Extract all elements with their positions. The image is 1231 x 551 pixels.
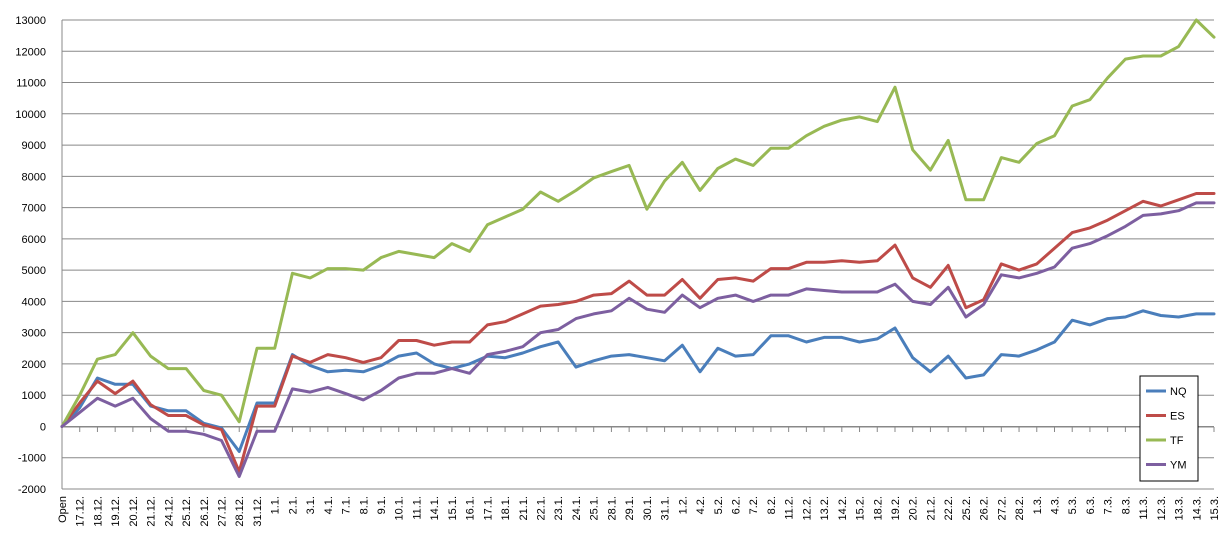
x-tick-label: 11.2. (784, 496, 796, 520)
x-tick-label: 26.12. (199, 496, 211, 527)
x-tick-label: 12.2. (801, 496, 813, 520)
x-tick-label: 9.1. (376, 496, 388, 514)
series-line-nq (60, 309, 1216, 453)
x-tick-label: 24.12. (163, 496, 175, 527)
x-tick-label: 11.3. (1138, 496, 1150, 520)
x-tick-label: 4.2. (695, 496, 707, 514)
x-tick-label: 22.2. (943, 496, 955, 520)
x-tick-label: 13.3. (1174, 496, 1186, 520)
x-tick-label: 28.2. (1014, 496, 1026, 520)
x-tick-label: 17.12. (75, 496, 87, 527)
x-tick-label: 20.2. (908, 496, 920, 520)
x-tick-label: 21.1. (518, 496, 530, 520)
x-tick-label: 25.1. (589, 496, 601, 520)
x-tick-label: 8.1. (358, 496, 370, 514)
x-tick-label: Open (57, 496, 69, 523)
x-tick-label: 27.12. (217, 496, 229, 527)
x-tick-label: 5.2. (713, 496, 725, 514)
y-tick-label: 11000 (16, 78, 46, 90)
grid-lines (62, 19, 1214, 490)
x-tick-label: 6.2. (730, 496, 742, 514)
x-tick-label: 12.3. (1156, 496, 1168, 520)
axes (61, 20, 1215, 489)
series-line-tf (60, 18, 1216, 428)
series-line-ym (60, 201, 1216, 478)
series-lines (60, 18, 1216, 478)
x-tick-label: 15.3. (1209, 496, 1221, 520)
x-tick-label: 2.1. (287, 496, 299, 514)
y-tick-label: 2000 (22, 359, 46, 371)
x-tick-label: 7.1. (341, 496, 353, 514)
series-line-es (60, 192, 1216, 474)
x-tick-label: 13.2. (819, 496, 831, 520)
legend-label-ym: YM (1170, 460, 1187, 472)
x-tick-label: 15.1. (447, 496, 459, 520)
x-tick-label: 26.2. (979, 496, 991, 520)
x-tick-label: 11.1. (411, 496, 423, 520)
legend-label-es: ES (1170, 411, 1185, 423)
y-tick-label: 6000 (22, 234, 46, 246)
x-tick-label: 21.12. (146, 496, 158, 527)
y-tick-label: 5000 (22, 265, 46, 277)
x-tick-label: 18.12. (92, 496, 104, 527)
x-tick-label: 18.1. (500, 496, 512, 520)
y-tick-label: 9000 (22, 140, 46, 152)
x-tick-label: 17.1. (482, 496, 494, 520)
y-tick-label: 10000 (15, 109, 46, 121)
x-tick-label: 8.3. (1120, 496, 1132, 514)
x-tick-label: 14.2. (837, 496, 849, 520)
x-tick-label: 4.1. (323, 496, 335, 514)
x-tick-label: 31.12. (252, 496, 264, 527)
x-tick-label: 23.1. (553, 496, 565, 520)
x-tick-label: 27.2. (996, 496, 1008, 520)
x-tick-label: 14.3. (1191, 496, 1203, 520)
y-tick-label: 7000 (22, 203, 46, 215)
x-tick-label: 19.12. (110, 496, 122, 527)
y-tick-label: 4000 (22, 296, 46, 308)
x-tick-label: 31.1. (660, 496, 672, 520)
legend-label-tf: TF (1170, 435, 1184, 447)
x-tick-label: 18.2. (872, 496, 884, 520)
x-tick-label: 28.1. (606, 496, 618, 520)
x-tick-label: 1.3. (1032, 496, 1044, 514)
x-tick-label: 29.1. (624, 496, 636, 520)
y-tick-label: 12000 (15, 46, 46, 58)
x-tick-label: 5.3. (1067, 496, 1079, 514)
x-tick-label: 1.2. (677, 496, 689, 514)
x-tick-label: 30.1. (642, 496, 654, 520)
x-tick-label: 25.2. (961, 496, 973, 520)
y-tick-label: -2000 (18, 484, 46, 496)
y-tick-labels: -2000 -1000 0 1000 2000 3000 4000 5000 6000 7000 8… (15, 15, 46, 496)
x-tick-label: 16.1. (465, 496, 477, 520)
x-tick-label: 22.1. (536, 496, 548, 520)
x-tick-label: 24.1. (571, 496, 583, 520)
x-tick-labels: Open 17.12. 18.12. 19.12. 20.12. 21.12. 24.12.… (57, 496, 1221, 527)
y-tick-label: 13000 (15, 15, 46, 27)
x-tick-label: 25.12. (181, 496, 193, 527)
legend: NQ ES TF YM (1139, 375, 1199, 482)
x-tick-label: 1.1. (270, 496, 282, 514)
x-tick-label: 15.2. (855, 496, 867, 520)
x-tick-label: 3.1. (305, 496, 317, 514)
legend-label-nq: NQ (1170, 386, 1187, 398)
y-tick-label: -1000 (18, 453, 46, 465)
x-tick-label: 21.2. (925, 496, 937, 520)
x-tick-label: 8.2. (766, 496, 778, 514)
x-tick-label: 14.1. (429, 496, 441, 520)
y-tick-label: 3000 (22, 328, 46, 340)
x-tick-label: 7.3. (1103, 496, 1115, 514)
x-tick-label: 19.2. (890, 496, 902, 520)
x-tick-label: 20.12. (128, 496, 140, 527)
y-tick-label: 1000 (22, 390, 46, 402)
x-tick-label: 10.1. (394, 496, 406, 520)
x-tick-label: 6.3. (1085, 496, 1097, 514)
y-tick-label: 8000 (22, 171, 46, 183)
x-tick-label: 4.3. (1049, 496, 1061, 514)
x-tick-label: 7.2. (748, 496, 760, 514)
y-tick-label: 0 (40, 421, 46, 433)
x-tick-label: 28.12. (234, 496, 246, 527)
